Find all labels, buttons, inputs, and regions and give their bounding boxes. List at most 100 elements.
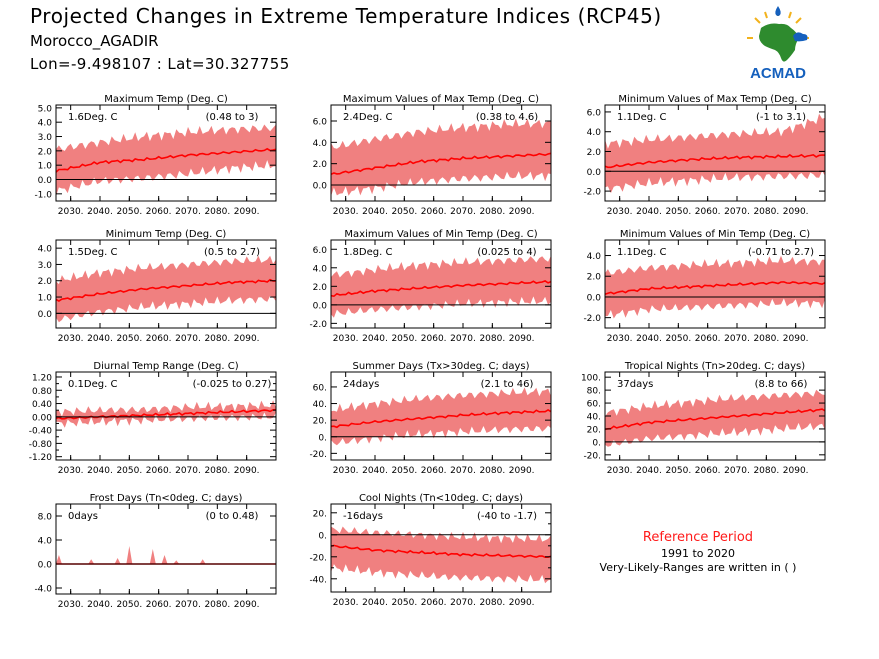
x-tick-label: 2080. xyxy=(753,207,779,217)
y-tick-label: -0.80 xyxy=(29,440,53,450)
chart-panel: Minimum Values of Min Temp (Deg. C) -2.0 0… xyxy=(583,229,826,344)
raindrop-icon xyxy=(775,6,781,16)
frost-spike xyxy=(126,546,133,564)
x-tick-label: 2060. xyxy=(146,334,172,344)
x-tick-label: 2070. xyxy=(724,466,750,476)
range-band xyxy=(331,118,551,197)
x-tick-label: 2040. xyxy=(87,466,113,476)
change-label: 1.5Deg. C xyxy=(68,247,117,258)
x-tick-label: 2050. xyxy=(665,334,691,344)
x-tick-label: 2070. xyxy=(450,598,476,608)
x-tick-label: 2090. xyxy=(234,207,260,217)
y-tick-label: 3.0 xyxy=(38,133,53,143)
y-tick-label: 8.0 xyxy=(38,513,53,523)
x-tick-label: 2060. xyxy=(421,598,447,608)
range-label: (2.1 to 46) xyxy=(481,379,534,390)
y-tick-label: 4.0 xyxy=(313,264,328,274)
y-tick-label: 0.40 xyxy=(32,400,52,410)
x-tick-label: 2050. xyxy=(116,600,142,610)
x-tick-label: 2070. xyxy=(724,207,750,217)
change-label: -16days xyxy=(343,511,383,522)
x-tick-label: 2030. xyxy=(333,466,359,476)
y-tick-label: 0. xyxy=(318,531,327,541)
x-tick-label: 2040. xyxy=(636,466,662,476)
y-tick-label: 6.0 xyxy=(313,246,328,256)
mean-line xyxy=(330,152,552,176)
x-tick-label: 2030. xyxy=(58,334,84,344)
x-tick-label: 2030. xyxy=(607,207,633,217)
x-tick-label: 2030. xyxy=(58,600,84,610)
change-label: 1.1Deg. C xyxy=(617,112,666,123)
change-label: 1.1Deg. C xyxy=(617,247,666,258)
x-tick-label: 2050. xyxy=(116,334,142,344)
y-tick-label: 40. xyxy=(313,400,327,410)
page-title: Projected Changes in Extreme Temperature… xyxy=(30,4,662,28)
y-tick-label: 4.0 xyxy=(38,245,53,255)
y-tick-label: 20. xyxy=(313,417,327,427)
x-tick-label: 2090. xyxy=(509,466,535,476)
y-tick-label: 0.0 xyxy=(587,293,602,303)
x-tick-label: 2090. xyxy=(234,334,260,344)
y-tick-label: 4.0 xyxy=(38,119,53,129)
panel-title: Minimum Values of Max Temp (Deg. C) xyxy=(618,94,811,105)
frost-spike xyxy=(161,555,168,564)
y-tick-label: -4.0 xyxy=(34,585,52,595)
x-tick-label: 2060. xyxy=(146,600,172,610)
y-tick-label: 0.0 xyxy=(38,310,53,320)
x-tick-label: 2060. xyxy=(421,207,447,217)
plot-frame xyxy=(604,239,826,329)
plot-frame xyxy=(55,371,277,461)
chart-panel: Maximum Temp (Deg. C) -1.0 0.0 1.0 2.0 3.0 4.0… xyxy=(34,94,277,217)
x-tick-label: 2070. xyxy=(450,334,476,344)
y-tick-label: -20. xyxy=(583,451,601,461)
y-tick-label: 4.0 xyxy=(587,128,602,138)
station-coordinates: Lon=-9.498107 : Lat=30.327755 xyxy=(30,55,290,73)
y-tick-label: 0.0 xyxy=(38,176,53,186)
y-tick-label: 4.0 xyxy=(587,252,602,262)
y-tick-label: 1.20 xyxy=(32,373,52,383)
x-tick-label: 2040. xyxy=(87,207,113,217)
mean-line xyxy=(604,408,826,431)
chart-panel: Frost Days (Tn<0deg. C; days) -4.0 0.0 4.0 8… xyxy=(34,493,277,610)
range-label: (-1 to 3.1) xyxy=(756,112,806,123)
y-tick-label: 2.0 xyxy=(313,283,328,293)
y-tick-label: -40. xyxy=(309,575,327,585)
x-tick-label: 2090. xyxy=(509,334,535,344)
range-label: (0.025 to 4) xyxy=(477,247,536,258)
x-tick-label: 2030. xyxy=(58,466,84,476)
x-tick-label: 2030. xyxy=(333,334,359,344)
frost-spike xyxy=(55,555,62,564)
x-tick-label: 2090. xyxy=(234,600,260,610)
change-label: 37days xyxy=(617,379,653,390)
x-tick-label: 2030. xyxy=(58,207,84,217)
x-tick-label: 2090. xyxy=(783,207,809,217)
panel-title: Diurnal Temp Range (Deg. C) xyxy=(93,361,238,372)
x-tick-label: 2070. xyxy=(450,207,476,217)
x-tick-label: 2090. xyxy=(509,598,535,608)
x-tick-label: 2060. xyxy=(146,466,172,476)
panel-title: Tropical Nights (Tn>20deg. C; days) xyxy=(624,361,805,372)
x-tick-label: 2060. xyxy=(421,334,447,344)
y-tick-label: 2.0 xyxy=(587,273,602,283)
x-tick-label: 2090. xyxy=(783,334,809,344)
x-tick-label: 2030. xyxy=(607,466,633,476)
y-tick-label: 40. xyxy=(587,413,601,423)
x-tick-label: 2030. xyxy=(607,334,633,344)
change-label: 1.8Deg. C xyxy=(343,247,392,258)
x-tick-label: 2040. xyxy=(636,207,662,217)
y-tick-label: 2.0 xyxy=(38,277,53,287)
mean-line xyxy=(604,153,826,169)
chart-panel: Cool Nights (Tn<10deg. C; days) -40. -20. 0… xyxy=(309,493,552,608)
station-name: Morocco_AGADIR xyxy=(30,32,159,50)
change-label: 24days xyxy=(343,379,379,390)
panel-title: Summer Days (Tx>30deg. C; days) xyxy=(352,361,529,372)
y-tick-label: 2.0 xyxy=(313,160,328,170)
chart-panel: Minimum Temp (Deg. C) 0.0 1.0 2.0 3.0 4.0 2030… xyxy=(38,229,277,344)
very-likely-ranges-note: Very-Likely-Ranges are written in ( ) xyxy=(599,561,797,574)
y-tick-label: -0.40 xyxy=(29,427,53,437)
y-tick-label: -20. xyxy=(309,553,327,563)
y-tick-label: 100. xyxy=(581,374,601,384)
x-tick-label: 2060. xyxy=(146,207,172,217)
range-band xyxy=(56,255,276,323)
